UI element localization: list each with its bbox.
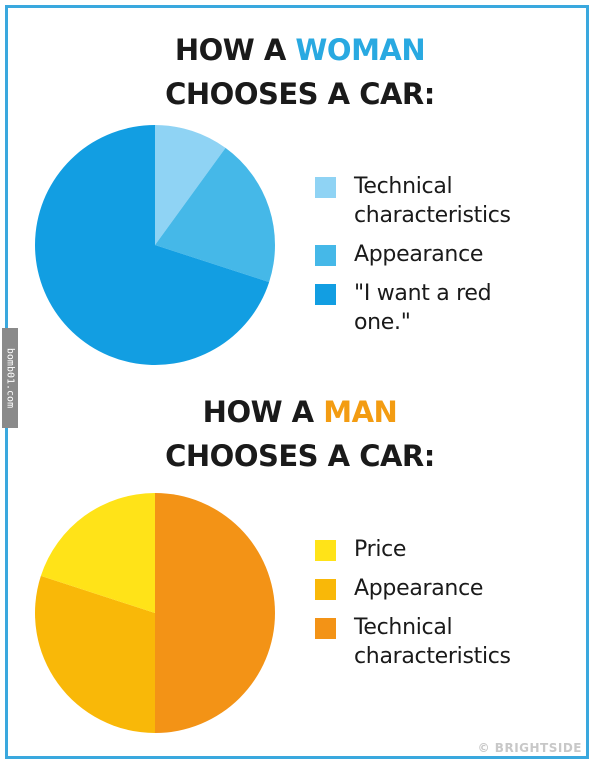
woman-title-prefix: HOW A <box>174 33 296 67</box>
woman-chart-title: HOW A WOMAN CHOOSES A CAR: <box>0 28 600 116</box>
man-legend-label: Technical characteristics <box>354 615 511 669</box>
woman-legend-swatch <box>315 284 336 305</box>
woman-pie-slice-technical-characteristics <box>155 125 226 245</box>
woman-pie-slice-appearance <box>155 147 276 283</box>
woman-legend-label: "I want a red one." <box>354 281 492 335</box>
man-title-line2: CHOOSES A CAR: <box>165 439 435 473</box>
man-legend-label: Appearance <box>354 576 484 601</box>
man-legend-swatch <box>315 579 336 600</box>
man-title-line1: HOW A MAN <box>0 390 600 434</box>
man-legend-item: Appearance <box>315 574 554 603</box>
man-title-highlight: MAN <box>323 395 398 429</box>
man-pie-chart <box>34 493 275 733</box>
woman-legend-label: Technical characteristics <box>354 174 511 228</box>
man-legend: Price Appearance Technical characteristics <box>315 535 554 681</box>
man-pie-slice-technical-characteristics <box>155 493 275 733</box>
man-legend-label: Price <box>354 537 407 562</box>
woman-title-highlight: WOMAN <box>295 33 426 67</box>
woman-title-line1: HOW A WOMAN <box>0 28 600 72</box>
man-pie-slice-appearance <box>34 575 155 733</box>
side-watermark: bomb01.com <box>2 328 18 428</box>
man-legend-item: Price <box>315 535 554 564</box>
woman-title-line2: CHOOSES A CAR: <box>165 77 435 111</box>
man-pie-slice-price <box>40 493 156 613</box>
woman-legend-item: "I want a red one." <box>315 279 554 337</box>
woman-pie-slice-i-want-a-red-one <box>35 125 270 365</box>
man-title-prefix: HOW A <box>202 395 324 429</box>
woman-legend-swatch <box>315 245 336 266</box>
man-chart-title: HOW A MAN CHOOSES A CAR: <box>0 390 600 478</box>
man-legend-swatch <box>315 618 336 639</box>
woman-legend-label: Appearance <box>354 242 484 267</box>
woman-legend-swatch <box>315 177 336 198</box>
brightside-credit: © BRIGHTSIDE <box>477 741 582 755</box>
woman-legend: Technical characteristics Appearance "I wa… <box>315 172 554 347</box>
man-legend-item: Technical characteristics <box>315 613 554 671</box>
woman-legend-item: Technical characteristics <box>315 172 554 230</box>
woman-legend-item: Appearance <box>315 240 554 269</box>
man-legend-swatch <box>315 540 336 561</box>
woman-pie-chart <box>35 125 276 365</box>
